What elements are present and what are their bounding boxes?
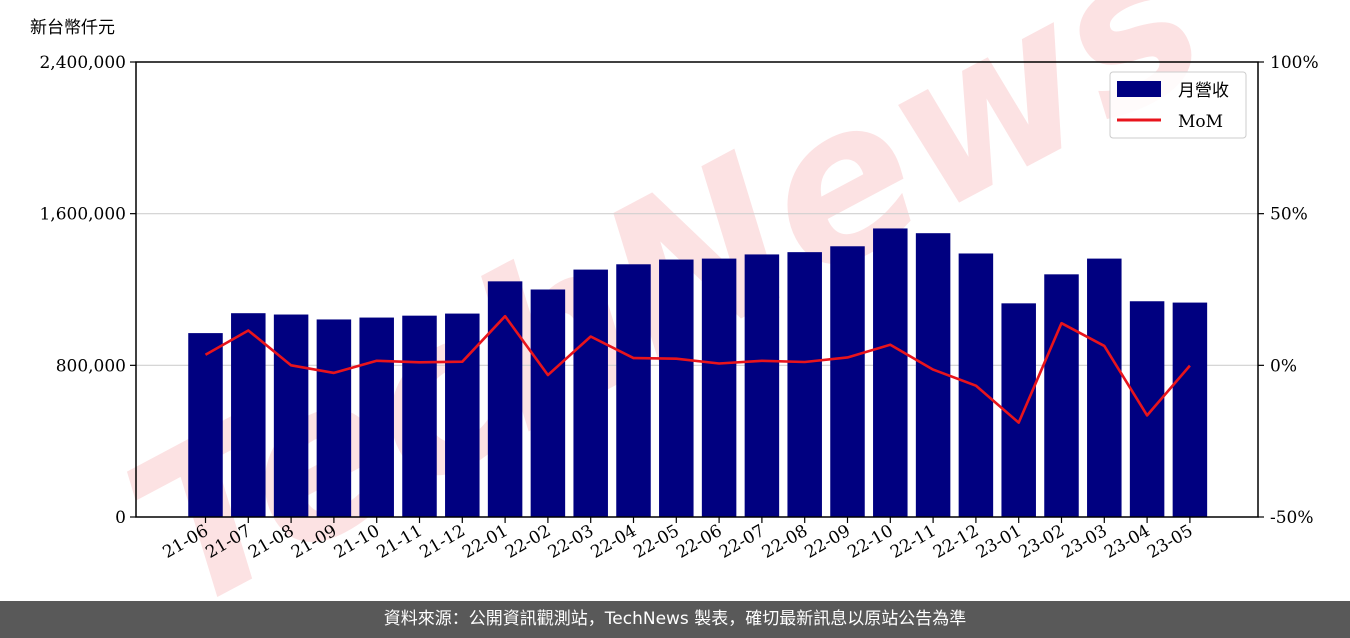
x-tick-label: 22-07 bbox=[716, 521, 768, 563]
bar-23-05 bbox=[1172, 302, 1208, 517]
legend-bar-label: 月營收 bbox=[1178, 81, 1229, 101]
right-tick-label: -50% bbox=[1270, 508, 1314, 528]
x-tick-label: 22-10 bbox=[844, 521, 896, 563]
x-tick-label: 22-08 bbox=[759, 521, 811, 563]
right-tick-label: 100% bbox=[1270, 53, 1319, 73]
legend-bar-swatch bbox=[1117, 81, 1161, 97]
bar-21-11 bbox=[402, 315, 437, 517]
bar-22-10 bbox=[873, 228, 908, 517]
bar-22-08 bbox=[787, 252, 822, 517]
bar-22-07 bbox=[744, 254, 780, 518]
right-tick-label: 0% bbox=[1270, 356, 1297, 376]
bar-21-10 bbox=[359, 317, 394, 517]
bar-23-02 bbox=[1044, 274, 1079, 517]
x-tick-label: 22-01 bbox=[459, 521, 511, 563]
right-y-axis: -50% 0% 50% 100% bbox=[1258, 53, 1319, 528]
x-tick-label: 22-02 bbox=[502, 521, 554, 563]
bar-22-04 bbox=[616, 264, 651, 517]
x-tick-label: 23-05 bbox=[1144, 521, 1196, 563]
bar-21-08 bbox=[273, 314, 309, 517]
left-tick-label: 800,000 bbox=[56, 356, 126, 376]
x-tick-label: 23-03 bbox=[1058, 521, 1110, 563]
mom-line bbox=[204, 314, 1191, 424]
x-tick-label: 22-11 bbox=[887, 521, 939, 563]
left-tick-label: 0 bbox=[115, 508, 126, 528]
bar-22-02 bbox=[530, 289, 566, 517]
left-tick-label: 1,600,000 bbox=[39, 205, 126, 225]
mom-line-series bbox=[204, 314, 1191, 424]
bar-23-01 bbox=[1001, 303, 1036, 517]
x-tick-label: 22-09 bbox=[802, 521, 854, 563]
bar-21-06 bbox=[188, 333, 223, 517]
legend-line-label: MoM bbox=[1178, 112, 1223, 132]
bar-22-05 bbox=[659, 259, 694, 517]
legend: 月營收 MoM bbox=[1109, 71, 1247, 139]
plot-frame bbox=[135, 61, 1259, 518]
bar-22-03 bbox=[573, 269, 608, 517]
bar-21-07 bbox=[231, 313, 266, 517]
x-tick-label: 23-01 bbox=[973, 521, 1025, 563]
bar-22-01 bbox=[487, 281, 523, 517]
x-tick-label: 22-04 bbox=[588, 521, 640, 563]
bar-21-12 bbox=[445, 313, 480, 517]
bar-series bbox=[188, 228, 1208, 518]
footer-source-note: 資料來源：公開資訊觀測站，TechNews 製表，確切最新訊息以原站公告為準 bbox=[0, 601, 1350, 638]
bar-23-04 bbox=[1129, 301, 1165, 517]
bar-22-06 bbox=[701, 258, 737, 517]
bar-21-09 bbox=[316, 319, 352, 517]
x-tick-label: 23-02 bbox=[1016, 521, 1068, 563]
x-tick-label: 22-12 bbox=[930, 521, 982, 563]
bar-23-03 bbox=[1087, 258, 1122, 517]
left-y-axis: 0 800,000 1,600,000 2,400,000 bbox=[39, 53, 136, 528]
x-tick-label: 22-06 bbox=[673, 521, 725, 563]
left-tick-label: 2,400,000 bbox=[39, 53, 126, 73]
bar-22-09 bbox=[830, 246, 865, 517]
right-tick-label: 50% bbox=[1270, 205, 1308, 225]
x-tick-label: 22-05 bbox=[630, 521, 682, 563]
y-unit-label: 新台幣仟元 bbox=[30, 18, 115, 38]
x-tick-label: 23-04 bbox=[1101, 521, 1153, 563]
x-tick-label: 22-03 bbox=[545, 521, 597, 563]
